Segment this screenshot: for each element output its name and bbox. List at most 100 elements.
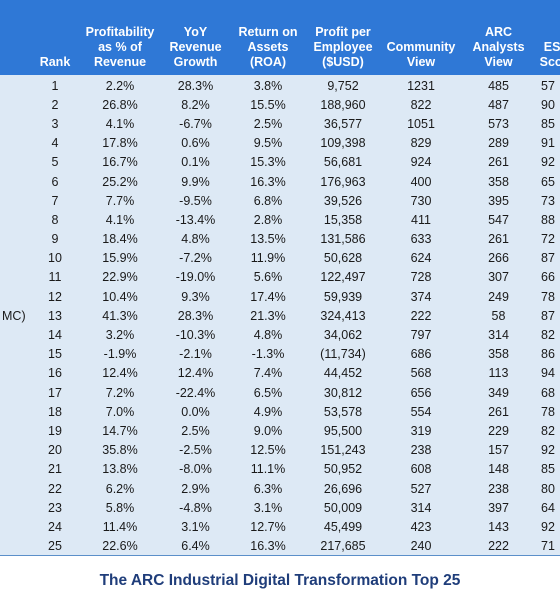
- table-row: 9 18.4% 4.8% 13.5% 131,586 633 261 72: [0, 230, 560, 249]
- cell-esg: 57: [541, 78, 555, 93]
- cell-analysts: 289: [488, 136, 509, 151]
- cell-esg: 87: [541, 308, 555, 323]
- cell-yoy: -8.0%: [179, 462, 212, 477]
- cell-esg: 92: [541, 519, 555, 534]
- cell-profitability: 3.2%: [105, 328, 135, 343]
- cell-ppe: 30,812: [323, 385, 363, 400]
- cell-ppe: 50,009: [323, 500, 363, 515]
- table-body: 1 2.2% 28.3% 3.8% 9,752 1231 485 57 2 26.8% 8.2% 15…: [0, 75, 560, 556]
- cell-roa: 12.5%: [250, 443, 286, 458]
- cell-esg: 85: [541, 116, 555, 131]
- cell-analysts: 307: [488, 270, 509, 285]
- cell-roa: 3.8%: [253, 78, 283, 93]
- cell-ppe: 44,452: [323, 366, 363, 381]
- cell-esg: 92: [541, 443, 555, 458]
- header-esg: ESGScore: [536, 0, 560, 75]
- cell-community: 686: [410, 347, 432, 362]
- cell-community: 568: [410, 366, 432, 381]
- cell-yoy: 0.0%: [181, 404, 210, 419]
- cell-community: 222: [410, 308, 432, 323]
- cell-esg: 88: [541, 212, 555, 227]
- cell-rank: 5: [51, 155, 59, 170]
- cell-analysts: 485: [488, 78, 509, 93]
- header-yoy-line: Growth: [173, 55, 218, 69]
- header-rank-line: Rank: [39, 55, 71, 69]
- cell-profitability: 10.4%: [102, 289, 138, 304]
- cell-analysts: 397: [488, 500, 509, 515]
- cell-ppe: 95,500: [323, 423, 363, 438]
- cell-community: 423: [410, 519, 432, 534]
- cell-roa: 3.1%: [253, 500, 283, 515]
- cell-esg: 72: [541, 232, 555, 247]
- cell-community: 374: [410, 289, 432, 304]
- cell-rank: 17: [48, 385, 62, 400]
- cell-yoy: -22.4%: [175, 385, 216, 400]
- cell-community: 1051: [407, 116, 435, 131]
- cell-esg: 65: [541, 174, 555, 189]
- cell-profitability: 2.2%: [105, 78, 135, 93]
- cell-rank: 7: [51, 193, 59, 208]
- cell-community: 554: [410, 404, 432, 419]
- ranking-table-container: Rank Profitability as % of Revenue YoY Revenu…: [0, 0, 560, 556]
- cell-roa: 6.3%: [253, 481, 283, 496]
- cell-rank: 20: [48, 443, 62, 458]
- table-row: 1 2.2% 28.3% 3.8% 9,752 1231 485 57: [0, 76, 560, 95]
- cell-yoy: 0.1%: [181, 155, 210, 170]
- header-roa-line: Return on: [238, 25, 298, 39]
- cell-roa: 4.9%: [253, 404, 283, 419]
- cell-esg: 94: [541, 366, 555, 381]
- cell-community: 924: [410, 155, 432, 170]
- header-company: [0, 0, 30, 75]
- table-row: 14 3.2% -10.3% 4.8% 34,062 797 314 82: [0, 325, 560, 344]
- cell-yoy: -2.1%: [179, 347, 212, 362]
- cell-community: 240: [410, 539, 432, 554]
- cell-community: 730: [410, 193, 432, 208]
- cell-roa: 2.8%: [253, 212, 283, 227]
- table-row: 7 7.7% -9.5% 6.8% 39,526 730 395 73: [0, 191, 560, 210]
- cell-ppe: 36,577: [323, 116, 363, 131]
- ranking-table: Rank Profitability as % of Revenue YoY Revenu…: [0, 0, 560, 556]
- cell-yoy: 8.2%: [181, 97, 210, 112]
- cell-roa: 12.7%: [250, 519, 286, 534]
- header-community-line: View: [406, 55, 436, 69]
- cell-yoy: -10.3%: [175, 328, 216, 343]
- cell-community: 633: [410, 232, 432, 247]
- header-analysts-line: ARC: [484, 25, 513, 39]
- cell-profitability: 4.1%: [105, 212, 135, 227]
- cell-analysts: 148: [488, 462, 509, 477]
- cell-analysts: 157: [488, 443, 509, 458]
- cell-yoy: 0.6%: [181, 136, 210, 151]
- cell-community: 656: [410, 385, 432, 400]
- cell-roa: 11.9%: [250, 251, 286, 266]
- cell-esg: 71: [541, 539, 555, 554]
- cell-analysts: 249: [488, 289, 509, 304]
- cell-profitability: 26.8%: [102, 97, 138, 112]
- cell-profitability: 22.9%: [102, 270, 138, 285]
- cell-analysts: 358: [488, 174, 509, 189]
- header-analysts-line: Analysts: [472, 40, 525, 54]
- cell-analysts: 143: [488, 519, 509, 534]
- table-row: 15 -1.9% -2.1% -1.3% (11,734) 686 358 86: [0, 345, 560, 364]
- header-yoy: YoY Revenue Growth: [160, 0, 231, 75]
- cell-analysts: 358: [488, 347, 509, 362]
- cell-yoy: -2.5%: [179, 443, 212, 458]
- cell-community: 1231: [407, 78, 435, 93]
- cell-yoy: -6.7%: [179, 116, 212, 131]
- cell-ppe: 45,499: [323, 519, 363, 534]
- cell-roa: 9.5%: [253, 136, 283, 151]
- cell-analysts: 229: [488, 423, 509, 438]
- cell-community: 411: [411, 212, 431, 227]
- cell-ppe: 56,681: [323, 155, 363, 170]
- cell-esg: 91: [541, 136, 555, 151]
- cell-community: 624: [410, 251, 432, 266]
- header-profitability-line: Revenue: [93, 55, 147, 69]
- cell-roa: 15.5%: [250, 97, 286, 112]
- header-profitability-line: as % of: [98, 40, 142, 54]
- cell-esg: 78: [541, 404, 555, 419]
- cell-yoy: -9.5%: [179, 193, 212, 208]
- cell-ppe: 151,243: [320, 443, 366, 458]
- table-row: 18 7.0% 0.0% 4.9% 53,578 554 261 78: [0, 402, 560, 421]
- cell-analysts: 113: [488, 366, 509, 381]
- cell-analysts: 547: [488, 212, 509, 227]
- cell-ppe: 34,062: [323, 328, 363, 343]
